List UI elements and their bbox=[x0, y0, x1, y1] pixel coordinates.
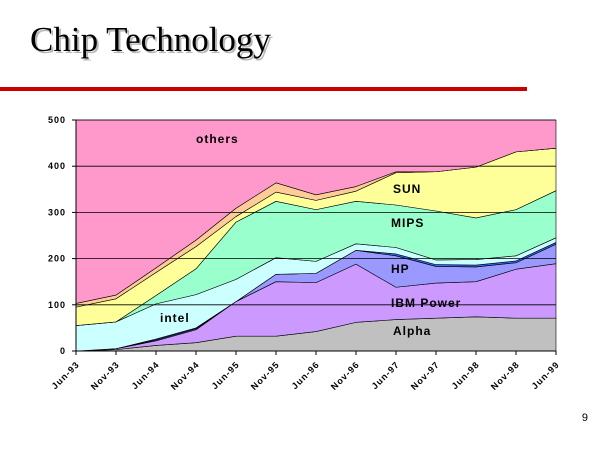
x-tick-label: Nov-93 bbox=[89, 359, 122, 392]
label-intel: intel bbox=[160, 311, 190, 325]
y-tick-label: 300 bbox=[48, 207, 66, 217]
series-labels: others SUN MIPS HP intel IBM Power Alpha bbox=[160, 132, 461, 338]
area-layers bbox=[75, 119, 557, 352]
label-mips: MIPS bbox=[391, 216, 424, 230]
y-tick-labels: 0 100 200 300 400 500 bbox=[48, 115, 66, 356]
page-number: 9 bbox=[581, 412, 588, 424]
label-others: others bbox=[196, 132, 239, 146]
x-tick-label: Jun-96 bbox=[290, 359, 322, 391]
y-tick-label: 200 bbox=[48, 254, 66, 264]
axes bbox=[72, 119, 557, 355]
y-tick-label: 400 bbox=[48, 161, 66, 171]
x-tick-label: Nov-98 bbox=[489, 359, 522, 392]
x-tick-label: Jun-97 bbox=[370, 359, 402, 391]
label-alpha: Alpha bbox=[393, 324, 431, 338]
title-rule bbox=[0, 87, 527, 91]
x-tick-label: Nov-94 bbox=[169, 359, 202, 392]
slide-title: Chip Technology bbox=[30, 20, 271, 59]
x-tick-label: Nov-96 bbox=[329, 359, 362, 392]
x-tick-label: Jun-94 bbox=[130, 359, 162, 391]
x-tick-label: Jun-93 bbox=[50, 359, 82, 391]
y-tick-label: 100 bbox=[48, 300, 66, 310]
x-tick-label: Nov-97 bbox=[409, 359, 442, 392]
x-tick-label: Jun-99 bbox=[530, 359, 562, 391]
label-sun: SUN bbox=[393, 182, 421, 196]
x-tick-label: Nov-95 bbox=[249, 359, 282, 392]
x-tick-labels: Jun-93 Nov-93 Jun-94 Nov-94 Jun-95 Nov-95 Jun-… bbox=[50, 359, 562, 392]
y-tick-label: 500 bbox=[48, 115, 66, 125]
label-hp: HP bbox=[391, 262, 410, 276]
x-tick-label: Jun-98 bbox=[450, 359, 482, 391]
label-ibm-power: IBM Power bbox=[391, 296, 461, 310]
y-tick-label: 0 bbox=[60, 346, 66, 356]
gridlines bbox=[76, 119, 556, 306]
x-tick-label: Jun-95 bbox=[210, 359, 242, 391]
